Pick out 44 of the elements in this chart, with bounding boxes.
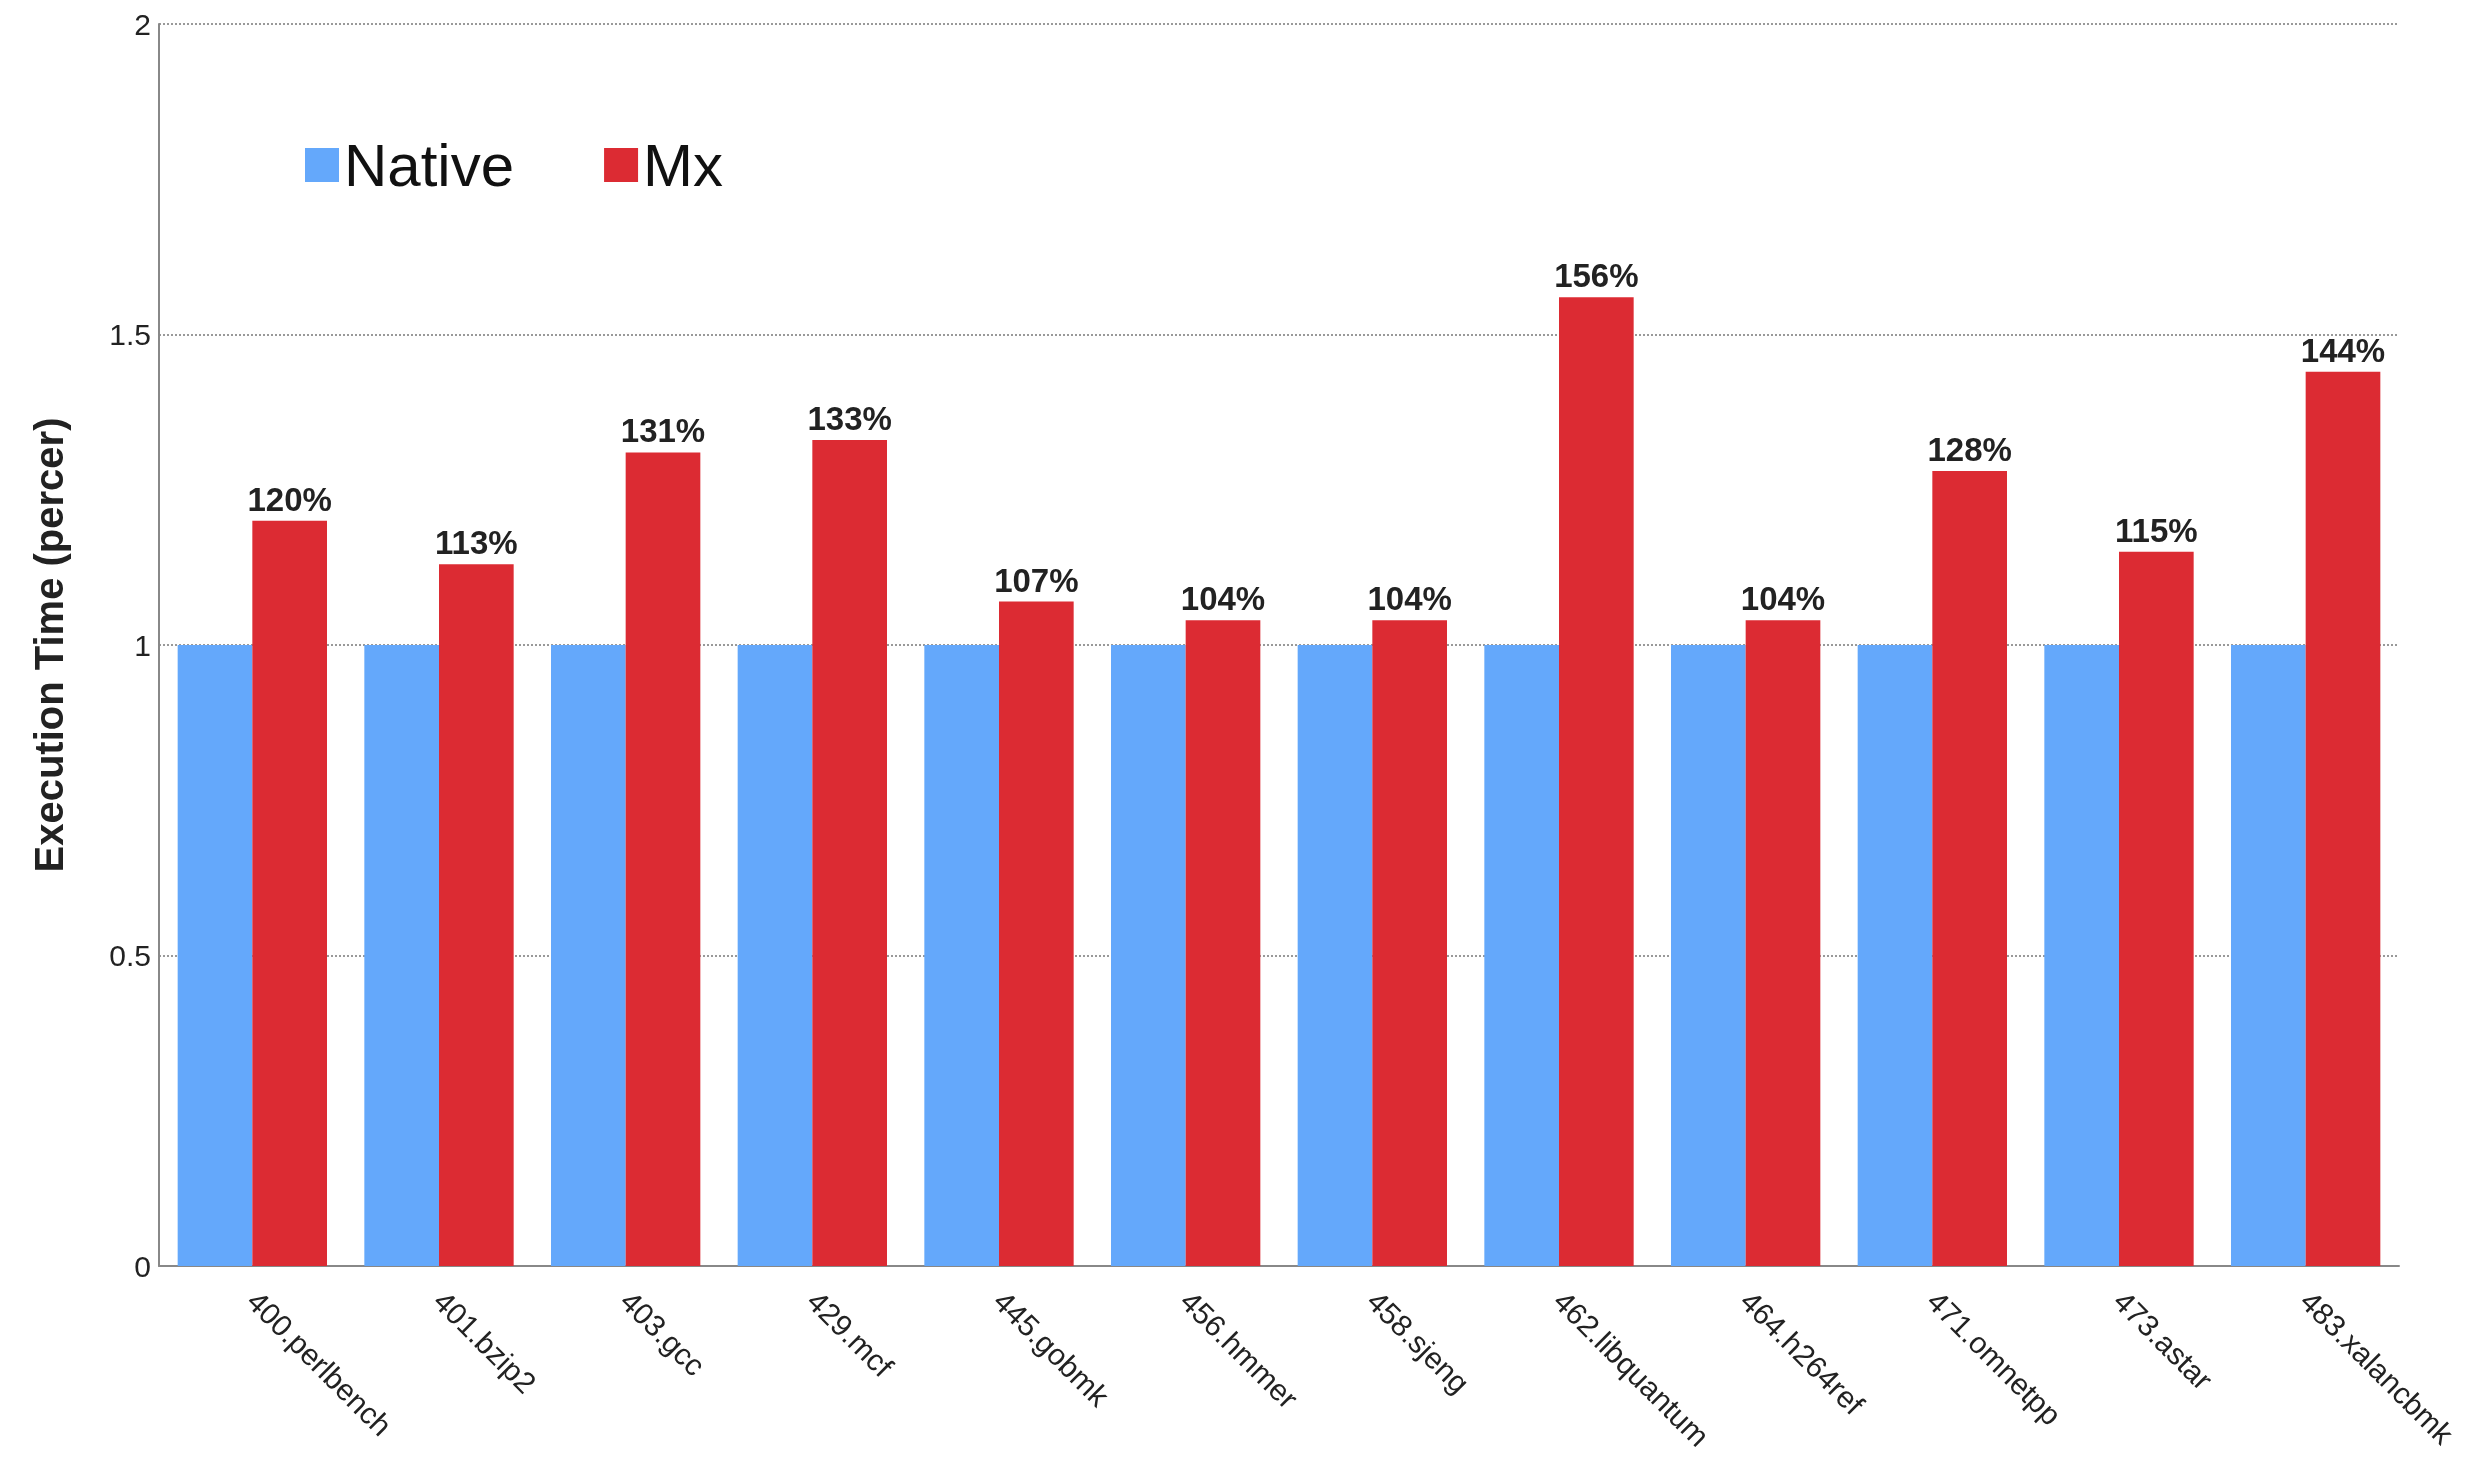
- bar: [924, 645, 999, 1266]
- y-tick-label: 2: [134, 7, 151, 41]
- data-label: 113%: [435, 524, 518, 562]
- bar: [1111, 645, 1186, 1266]
- bar: [1932, 471, 2007, 1266]
- bar: [177, 645, 253, 1266]
- bar: [2044, 645, 2119, 1266]
- data-label: 144%: [2300, 331, 2386, 369]
- data-label: 104%: [1367, 580, 1452, 618]
- bar: [2119, 551, 2194, 1266]
- bar: [252, 520, 327, 1266]
- bar: [1559, 297, 1634, 1266]
- data-label: 156%: [1554, 257, 1639, 295]
- bar: [439, 564, 514, 1266]
- bar: [1857, 645, 1933, 1266]
- y-tick-label: 0.5: [109, 939, 151, 972]
- bar: [364, 645, 439, 1266]
- data-label: 133%: [807, 400, 892, 438]
- bar: [812, 440, 887, 1266]
- bar: [2305, 371, 2381, 1266]
- data-label: 131%: [620, 412, 706, 450]
- bar: [551, 645, 626, 1266]
- bar: [2231, 645, 2306, 1266]
- bar: [1484, 645, 1559, 1266]
- data-label: 120%: [247, 480, 332, 518]
- legend-label: Mx: [643, 131, 724, 199]
- legend-label: Native: [344, 131, 515, 199]
- bar: [737, 645, 813, 1266]
- data-label: 104%: [1740, 580, 1826, 618]
- bar: [1671, 645, 1746, 1266]
- y-tick-label: 0: [134, 1249, 151, 1283]
- bar: [999, 601, 1074, 1266]
- data-label: 107%: [994, 561, 1079, 599]
- bar: [1745, 620, 1821, 1266]
- y-axis-title: Execution Time (percer): [27, 417, 71, 873]
- bar: [1185, 620, 1261, 1266]
- data-label: 128%: [1927, 431, 2012, 469]
- y-tick-label: 1: [134, 628, 151, 662]
- bar: [625, 452, 701, 1266]
- data-label: 104%: [1180, 580, 1266, 618]
- y-tick-label: 1.5: [109, 318, 151, 351]
- bar: [1297, 645, 1373, 1266]
- data-label: 115%: [2115, 511, 2198, 549]
- bar: [1372, 620, 1447, 1266]
